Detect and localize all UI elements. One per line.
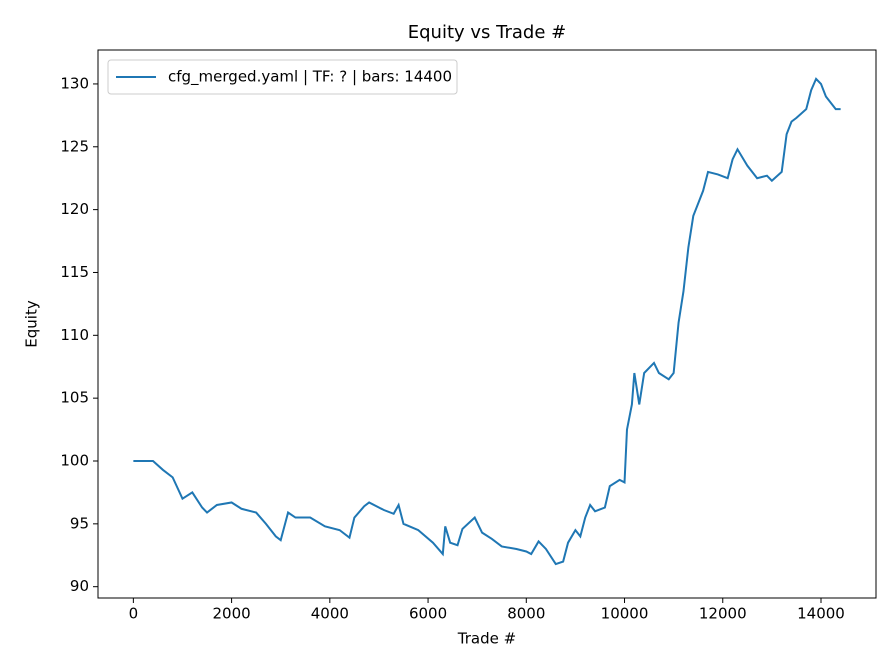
y-tick-label: 95 (70, 514, 89, 532)
legend-label: cfg_merged.yaml | TF: ? | bars: 14400 (168, 68, 452, 87)
x-tick-label: 8000 (507, 605, 545, 623)
legend-box (107, 59, 458, 95)
y-tick-label: 100 (60, 452, 89, 470)
legend: cfg_merged.yaml | TF: ? | bars: 14400 (107, 59, 458, 95)
plot-frame (97, 49, 877, 599)
x-tick-label: 14000 (797, 605, 845, 623)
x-tick-label: 12000 (699, 605, 747, 623)
y-tick-label: 105 (60, 389, 89, 407)
x-tick-label: 6000 (409, 605, 447, 623)
y-tick-label: 110 (60, 326, 89, 344)
y-tick-label: 130 (60, 74, 89, 92)
y-tick-label: 90 (70, 577, 89, 595)
y-tick-label: 125 (60, 137, 89, 155)
line (133, 77, 841, 566)
x-tick-label: 0 (129, 605, 139, 623)
x-axis-label: Trade # (457, 630, 516, 648)
y-tick-label: 115 (60, 263, 89, 281)
y-tick-label: 120 (60, 200, 89, 218)
x-tick-label: 4000 (311, 605, 349, 623)
chart-title: Equity vs Trade # (408, 22, 566, 43)
y-axis-label: Equity (23, 300, 41, 348)
x-tick-label: 10000 (601, 605, 649, 623)
x-tick-label: 2000 (213, 605, 251, 623)
